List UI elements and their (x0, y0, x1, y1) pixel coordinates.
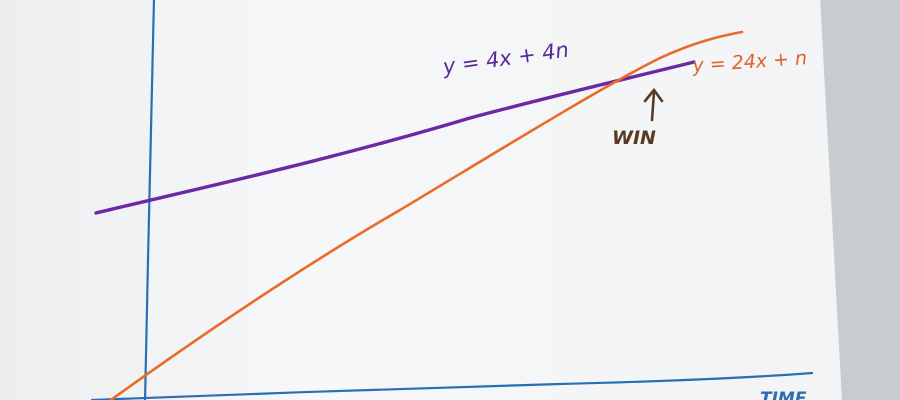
win-annotation: WIN (612, 127, 656, 149)
y-axis (143, 0, 156, 400)
win-arrow (643, 87, 664, 122)
x-axis-label: TIME (760, 389, 807, 400)
desk-shadow (820, 0, 900, 400)
series-line-orange (108, 30, 744, 400)
series-line-purple (94, 60, 696, 215)
x-axis (90, 371, 814, 400)
paper-background (0, 0, 842, 400)
